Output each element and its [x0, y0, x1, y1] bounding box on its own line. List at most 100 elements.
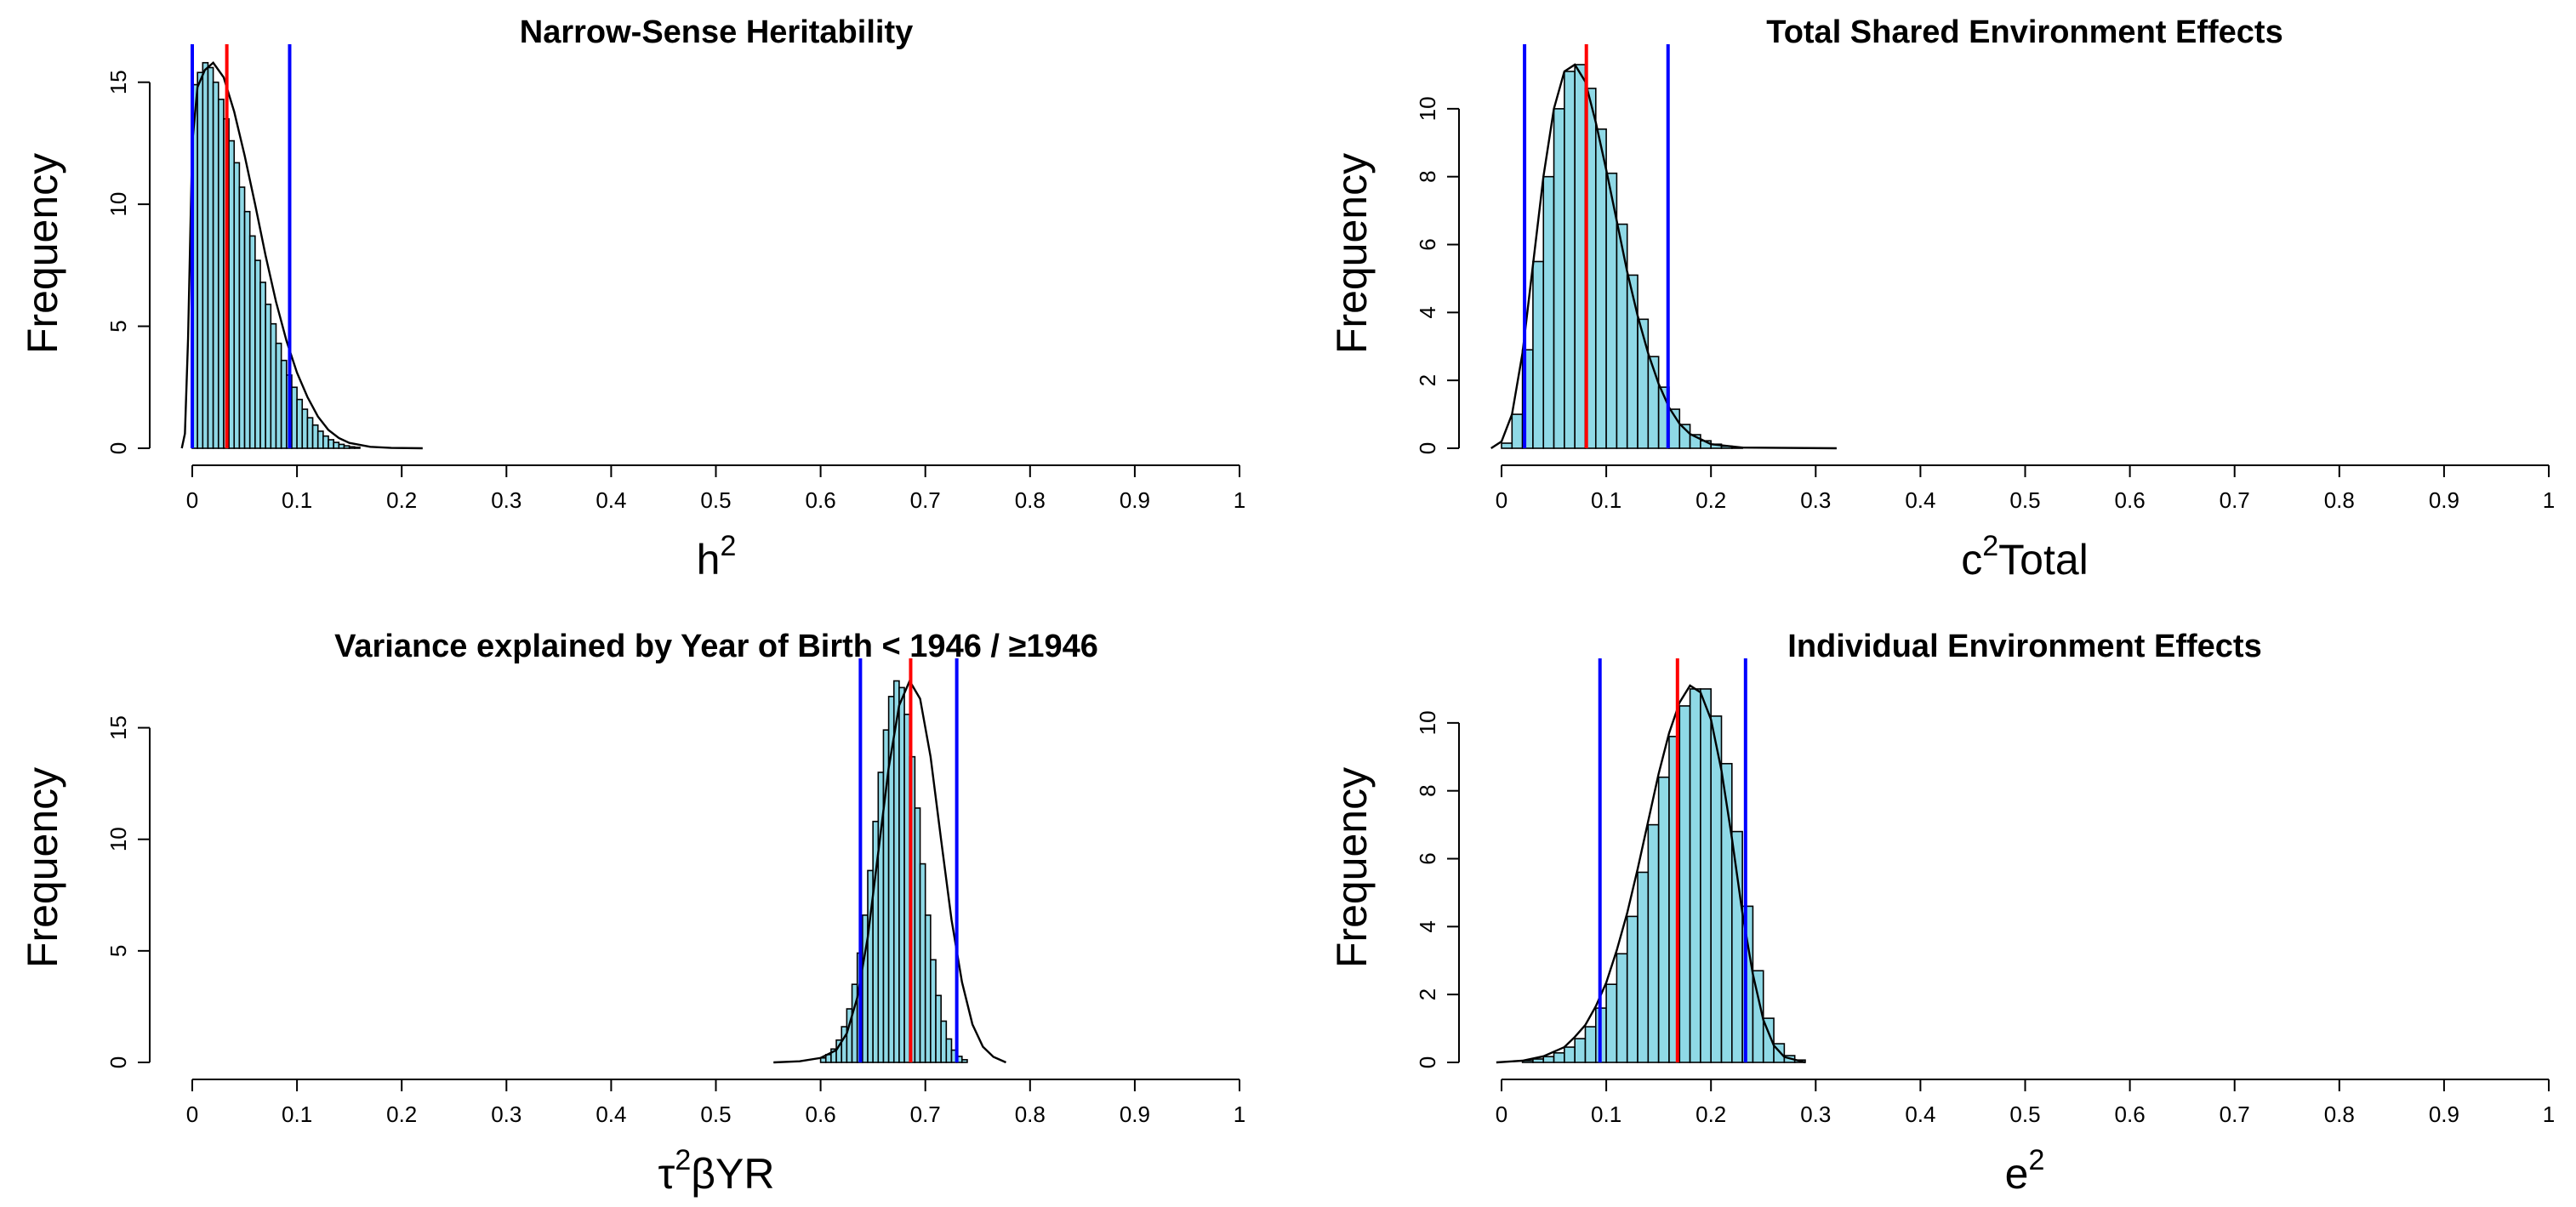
x-axis-label: τ2βYR: [658, 1144, 775, 1198]
x-tick-label: 0.5: [700, 1102, 731, 1127]
histogram-bar: [238, 186, 246, 449]
y-tick-label: 2: [1415, 374, 1440, 386]
histogram-bar: [1637, 318, 1650, 449]
x-axis-label-suffix: βYR: [691, 1150, 774, 1198]
x-tick-label: 0.1: [282, 1102, 312, 1127]
histogram-bar: [348, 446, 356, 449]
histogram-bar: [1542, 1056, 1555, 1063]
histogram-bar: [914, 807, 921, 1063]
y-tick-label: 8: [1415, 784, 1440, 796]
histogram-bar: [841, 1026, 848, 1063]
y-tick-label: 5: [105, 320, 131, 332]
x-tick-label: 0.4: [596, 1102, 626, 1127]
histogram-bar: [311, 424, 319, 449]
histogram-bar: [1710, 715, 1723, 1063]
x-tick-label: 0.9: [1120, 1102, 1150, 1127]
y-axis-label: Frequency: [19, 153, 66, 354]
x-tick-label: 1: [1234, 1102, 1245, 1127]
histogram-bar: [1553, 108, 1565, 449]
x-tick-label: 0.5: [2009, 487, 2040, 513]
histogram-bar: [898, 686, 905, 1063]
density-curve: [773, 678, 1006, 1064]
x-tick-label: 0.6: [806, 1102, 836, 1127]
x-tick-label: 0.5: [700, 487, 731, 513]
x-tick-label: 1: [2543, 1102, 2555, 1127]
x-tick-label: 0.3: [1800, 487, 1831, 513]
histogram-bar: [1637, 871, 1650, 1063]
x-axis-label: e2: [2005, 1144, 2045, 1198]
histogram-bar: [1553, 1052, 1565, 1063]
chart-title: Total Shared Environment Effects: [1766, 14, 2282, 50]
chart-title: Variance explained by Year of Birth < 19…: [334, 629, 1098, 664]
x-tick-label: 0.3: [1800, 1102, 1831, 1127]
y-tick-label: 4: [1415, 306, 1440, 318]
histogram-bar: [280, 359, 288, 449]
x-tick-label: 0.4: [1905, 487, 1935, 513]
histogram-bar: [243, 210, 251, 449]
histogram-bar: [207, 66, 214, 449]
x-tick-label: 0.3: [491, 487, 521, 513]
panel-2: Total Shared Environment Effects 0 0.1 0.2 0…: [1328, 14, 2555, 584]
histogram-bar: [1574, 64, 1587, 449]
panel-1: Narrow-Sense Heritability 0 0.1 0.2 0.3 0.4 0.…: [19, 14, 1245, 584]
histogram-bar: [1626, 274, 1638, 449]
y-tick-label: 0: [105, 442, 131, 454]
x-tick-label: 0: [1496, 1102, 1507, 1127]
y-tick-label: 15: [105, 70, 131, 94]
x-axis-label: c2Total: [1961, 530, 2089, 584]
histogram-bar: [333, 441, 340, 449]
y-tick-label: 10: [1415, 96, 1440, 121]
y-tick-label: 5: [105, 945, 131, 957]
x-tick-label: 0.4: [596, 487, 626, 513]
x-tick-label: 0.2: [386, 487, 417, 513]
histogram-bar: [924, 914, 932, 1063]
x-tick-label: 0: [1496, 487, 1507, 513]
histogram-bar: [919, 863, 926, 1063]
histogram-bar: [1616, 953, 1628, 1063]
x-tick-label: 0.6: [806, 487, 836, 513]
x-axis-label-suffix: Total: [1998, 536, 2089, 584]
histogram-bar: [1626, 915, 1638, 1063]
x-tick-label: 0.3: [491, 1102, 521, 1127]
x-tick-label: 0.4: [1905, 1102, 1935, 1127]
histogram-bar: [270, 322, 277, 449]
y-tick-label: 0: [105, 1056, 131, 1068]
histogram-bars: [1501, 64, 1743, 449]
x-tick-label: 0.1: [282, 487, 312, 513]
histogram-bar: [1647, 823, 1660, 1063]
histogram-bars: [191, 61, 361, 449]
x-tick-label: 0.7: [2220, 487, 2250, 513]
x-axis-label-base: τ: [658, 1150, 675, 1198]
y-axis-label: Frequency: [19, 767, 66, 968]
histogram-bar: [1501, 442, 1513, 449]
density-curve: [1490, 63, 1837, 450]
x-tick-label: 0.8: [1015, 1102, 1046, 1127]
x-tick-label: 0.9: [2429, 487, 2459, 513]
histogram-bar: [296, 398, 304, 449]
x-tick-label: 0: [186, 487, 198, 513]
x-axis-label: h2: [697, 530, 737, 584]
x-axis-label-superscript: 2: [1982, 530, 1998, 562]
histogram-bar: [316, 430, 324, 449]
x-tick-label: 0.9: [2429, 1102, 2459, 1127]
x-tick-label: 0.2: [1695, 1102, 1726, 1127]
histogram-bar: [1616, 223, 1628, 449]
x-tick-label: 0.2: [1695, 487, 1726, 513]
histogram-bar: [1564, 1046, 1576, 1063]
y-tick-label: 6: [1415, 852, 1440, 864]
histogram-bar: [306, 417, 314, 449]
histogram-bar: [254, 259, 261, 449]
histogram-bar: [322, 435, 329, 449]
y-tick-label: 10: [105, 192, 131, 217]
panel-4: Individual Environment Effects 0 0.1 0.2 0.3…: [1328, 629, 2555, 1198]
histogram-bar: [1511, 413, 1524, 449]
histogram-bar: [248, 235, 256, 449]
histogram-bar: [197, 71, 204, 449]
y-axis-label: Frequency: [1328, 153, 1376, 354]
histogram-bar: [265, 303, 272, 449]
x-axis-label-base: e: [2005, 1150, 2029, 1198]
x-axis-label-base: c: [1961, 536, 1982, 584]
histogram-bar: [935, 994, 942, 1063]
histogram-bar: [228, 139, 236, 449]
x-tick-label: 1: [2543, 487, 2555, 513]
